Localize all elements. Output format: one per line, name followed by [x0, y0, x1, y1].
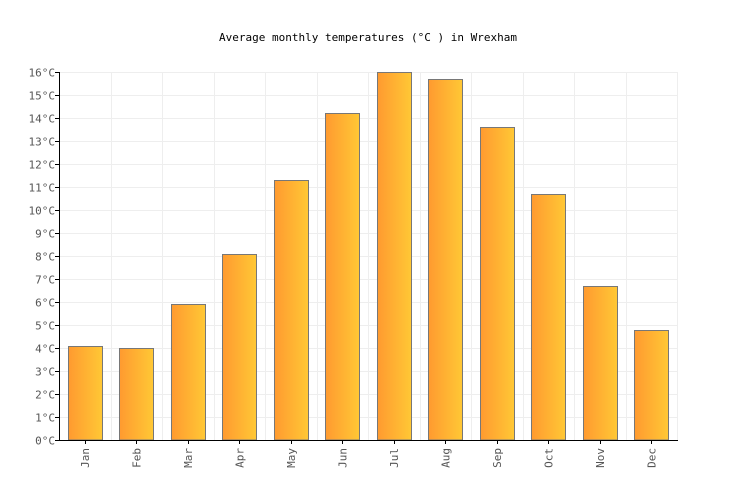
y-tick-label: 5°C [35, 320, 55, 333]
x-tick-label: Apr [233, 448, 246, 468]
y-tick-label: 10°C [29, 205, 56, 218]
bar-dec [634, 330, 669, 441]
bar-jan [68, 346, 103, 441]
x-tick-label: Oct [542, 448, 555, 468]
y-tick-label: 9°C [35, 228, 55, 241]
x-tick-label: Jun [336, 448, 349, 468]
x-tick-label: Mar [182, 448, 195, 468]
y-tick-label: 15°C [29, 90, 56, 103]
chart-title: Average monthly temperatures (°C ) in Wr… [219, 31, 517, 44]
y-tick-label: 3°C [35, 366, 55, 379]
x-tick-label: Jul [388, 448, 401, 468]
y-tick-label: 13°C [29, 136, 56, 149]
bar-jul [377, 72, 412, 441]
bar-feb [119, 348, 154, 441]
bar-nov [583, 286, 618, 441]
y-tick-label: 11°C [29, 182, 56, 195]
y-tick-label: 4°C [35, 343, 55, 356]
bar-mar [171, 304, 206, 441]
x-tick-label: Nov [594, 448, 607, 468]
y-tick-label: 12°C [29, 159, 56, 172]
bar-aug [428, 79, 463, 441]
bar-oct [531, 194, 566, 441]
bar-apr [222, 254, 257, 441]
bar-sep [480, 127, 515, 441]
x-tick-label: Aug [439, 448, 452, 468]
x-axis-ticks: Jan Feb Mar Apr May Jun Jul Aug Sep Oct Nov Dec [79, 440, 658, 468]
y-tick-label: 1°C [35, 412, 55, 425]
y-tick-label: 2°C [35, 389, 55, 402]
x-tick-label: Dec [645, 448, 658, 468]
x-tick-label: Jan [79, 448, 92, 468]
y-tick-label: 6°C [35, 297, 55, 310]
y-tick-label: 7°C [35, 274, 55, 287]
y-tick-label: 16°C [29, 67, 56, 80]
x-tick-label: Feb [130, 448, 143, 468]
x-tick-label: Sep [491, 448, 504, 468]
y-tick-label: 8°C [35, 251, 55, 264]
y-axis-ticks: 0°C 1°C 2°C 3°C 4°C 5°C 6°C 7°C 8°C 9°C 10°C 11°C 12… [29, 67, 59, 448]
y-tick-label: 0°C [35, 435, 55, 448]
bar-may [274, 180, 309, 441]
y-tick-label: 14°C [29, 113, 56, 126]
x-tick-label: May [285, 448, 298, 468]
bar-jun [325, 113, 360, 441]
